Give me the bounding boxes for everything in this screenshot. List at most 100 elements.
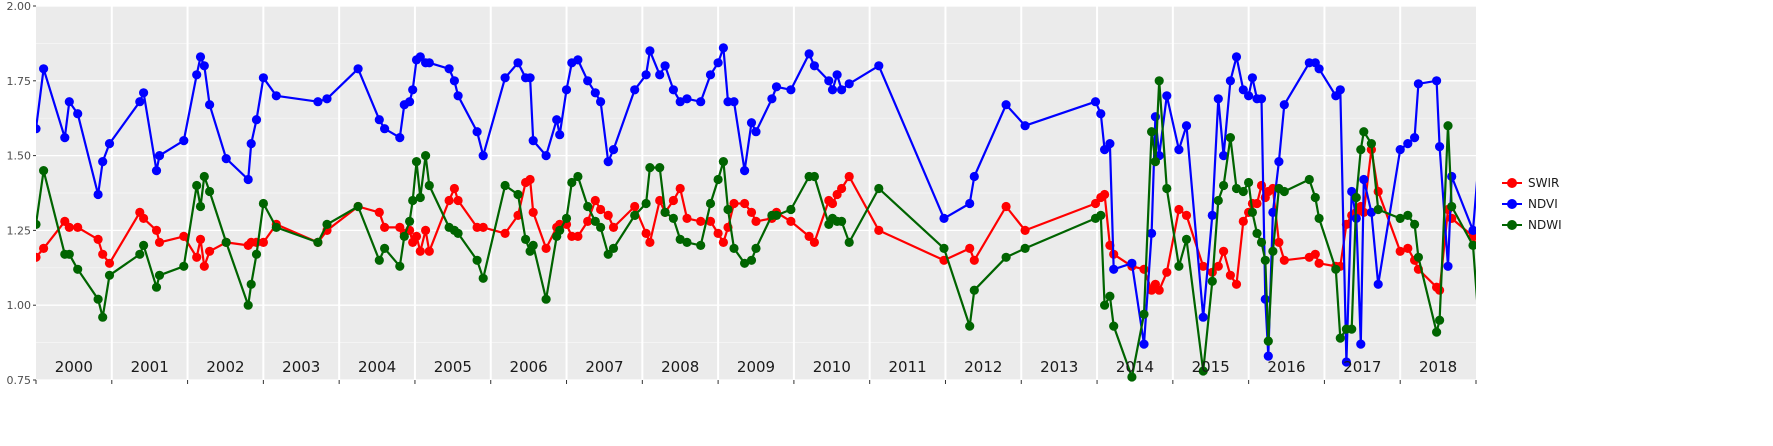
ndvi-point xyxy=(1356,339,1366,349)
ndwi-point xyxy=(645,163,655,173)
year-label: 2008 xyxy=(661,358,699,376)
ndwi-point xyxy=(1139,309,1149,319)
swir-point xyxy=(73,222,83,232)
ndwi-point xyxy=(243,300,253,310)
swir-point xyxy=(411,231,422,241)
ndvi-point xyxy=(1231,52,1242,62)
swir-point xyxy=(192,252,202,262)
ndwi-point xyxy=(421,151,431,161)
ndvi-point xyxy=(405,97,415,107)
ndvi-point xyxy=(60,133,70,143)
ndwi-point xyxy=(313,237,323,247)
swir-point xyxy=(705,216,716,226)
ndvi-point xyxy=(192,70,202,80)
ndvi-point xyxy=(1559,181,1568,190)
ndvi-point xyxy=(1207,210,1217,220)
swir-point xyxy=(965,243,975,253)
swir-point xyxy=(1435,285,1445,295)
ndvi-point xyxy=(1162,91,1172,101)
ndvi-point xyxy=(751,127,761,137)
ndvi-point xyxy=(746,118,757,128)
swir-point xyxy=(1565,280,1574,289)
ndvi-point xyxy=(1568,181,1577,190)
ndwi-point xyxy=(1366,139,1376,149)
ndwi-point xyxy=(660,207,670,217)
swir-point xyxy=(1231,279,1242,289)
year-label: 2018 xyxy=(1419,358,1457,376)
swir-point xyxy=(1225,270,1235,280)
y-tick-label: 0.75 xyxy=(7,374,32,387)
ndvi-point xyxy=(151,166,162,176)
ndvi-point xyxy=(374,115,384,125)
ndvi-point xyxy=(135,97,145,107)
year-label: 2000 xyxy=(55,358,93,376)
legend-label: NDVI xyxy=(1528,197,1558,211)
ndvi-point xyxy=(1551,139,1560,148)
ndvi-point xyxy=(771,82,782,92)
ndvi-point xyxy=(1410,133,1420,143)
swir-point xyxy=(415,246,425,256)
ndvi-point xyxy=(528,136,538,146)
ndvi-point xyxy=(573,55,583,65)
ndvi-point xyxy=(767,94,777,104)
ndwi-point xyxy=(271,222,281,232)
swir-point xyxy=(786,216,796,226)
ndvi-point xyxy=(453,91,463,101)
ndwi-point xyxy=(322,219,332,229)
series-ndwi xyxy=(36,76,1568,382)
ndvi-point xyxy=(1105,139,1115,149)
ndwi-point xyxy=(1219,180,1229,191)
ndvi-point xyxy=(1096,109,1106,119)
ndwi-point xyxy=(567,177,577,188)
ndvi-point xyxy=(39,64,49,74)
year-label: 2005 xyxy=(434,358,472,376)
ndwi-point xyxy=(1486,316,1495,325)
swir-point xyxy=(1403,243,1413,253)
ndwi-point xyxy=(1096,210,1106,220)
ndwi-point xyxy=(104,270,115,280)
ndwi-point xyxy=(1268,246,1278,256)
swir-point xyxy=(1274,237,1284,247)
ndwi-point xyxy=(179,261,189,271)
ndwi-point xyxy=(1351,192,1361,203)
ndwi-point xyxy=(1403,210,1413,220)
y-tick-label: 1.50 xyxy=(7,150,32,163)
ndwi-point xyxy=(837,216,847,226)
ndwi-point xyxy=(1260,255,1270,265)
ndwi-point xyxy=(205,186,215,197)
ndvi-point xyxy=(655,70,665,80)
ndvi-point xyxy=(1359,174,1369,185)
ndvi-point xyxy=(1263,351,1273,361)
swir-point xyxy=(1198,261,1208,271)
ndvi-point xyxy=(1486,121,1495,130)
ndvi-point xyxy=(1373,279,1383,289)
ndvi-point xyxy=(713,58,723,68)
ndwi-point xyxy=(1181,234,1192,244)
swir-point xyxy=(1001,201,1011,212)
ndwi-point xyxy=(246,279,256,289)
swir-point xyxy=(713,228,723,238)
swir-point xyxy=(675,183,685,194)
ndvi-point xyxy=(1198,312,1208,322)
ndwi-point xyxy=(139,240,149,250)
year-label: 2007 xyxy=(585,358,623,376)
ndwi-point xyxy=(1559,205,1568,214)
ndvi-point xyxy=(1447,171,1457,182)
ndvi-point xyxy=(837,85,847,95)
ndvi-point xyxy=(243,174,253,185)
year-label: 2016 xyxy=(1267,358,1305,376)
ndvi-point xyxy=(832,70,842,80)
swir-point xyxy=(603,210,613,220)
ndwi-point xyxy=(1162,183,1172,194)
ndwi-point xyxy=(555,225,565,235)
ndvi-point xyxy=(322,94,332,104)
swir-point xyxy=(374,207,384,217)
ndwi-point xyxy=(500,180,510,191)
ndvi-point xyxy=(1490,79,1499,88)
ndvi-point xyxy=(415,52,425,62)
swir-point xyxy=(668,195,679,206)
swir-point xyxy=(1568,277,1577,286)
ndwi-point xyxy=(1335,333,1345,343)
ndwi-point xyxy=(1109,321,1119,331)
ndvi-point xyxy=(541,151,551,161)
